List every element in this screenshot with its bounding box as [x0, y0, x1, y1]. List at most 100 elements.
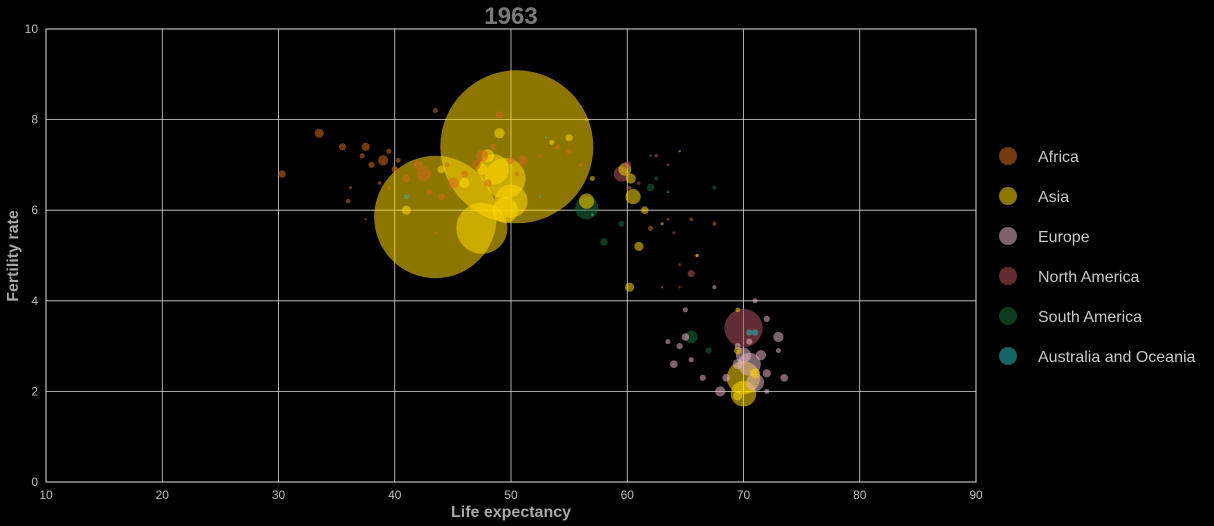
data-point-europe — [681, 333, 690, 341]
data-point-asia — [734, 347, 742, 355]
chart-title: 1963 — [484, 3, 537, 30]
legend-item: South America — [999, 307, 1142, 326]
data-point-africa — [660, 286, 664, 289]
y-tick-label: 8 — [31, 113, 38, 127]
data-point-north-america — [724, 308, 763, 348]
data-point-europe — [734, 343, 741, 350]
data-point-south-america — [712, 185, 717, 190]
data-point-africa — [434, 231, 437, 235]
data-point-north-america — [687, 270, 695, 278]
data-point-asia — [678, 150, 681, 153]
data-point-asia — [492, 197, 518, 223]
data-point-africa — [507, 156, 515, 164]
data-point-africa — [475, 149, 488, 162]
legend-item: Asia — [999, 187, 1069, 206]
legend-label: Asia — [1038, 189, 1069, 206]
data-point-africa — [689, 217, 693, 222]
data-point-africa — [359, 153, 365, 159]
data-point-europe — [682, 307, 688, 313]
data-point-europe — [773, 331, 784, 343]
x-tick-label: 90 — [969, 488, 983, 502]
data-point-south-america — [684, 330, 698, 344]
data-point-africa — [314, 128, 324, 138]
plot-area — [45, 28, 977, 483]
data-point-africa — [432, 108, 438, 113]
data-point-asia — [640, 206, 649, 214]
data-point-africa — [391, 166, 399, 173]
data-point-africa — [495, 111, 504, 119]
data-point-europe — [715, 386, 726, 397]
data-point-asia — [437, 165, 446, 174]
data-point-africa — [678, 286, 681, 289]
data-point-europe — [712, 285, 717, 290]
data-point-australia-and-oceania — [538, 195, 542, 198]
data-point-africa — [666, 218, 670, 221]
legend-label: Africa — [1038, 149, 1079, 166]
data-point-africa — [413, 160, 423, 170]
data-point-africa — [437, 193, 445, 201]
data-point-africa — [410, 208, 414, 212]
data-point-africa — [377, 181, 382, 185]
x-axis-ticks: 10 20 30 40 50 60 70 80 90 — [39, 488, 983, 502]
data-point-africa — [678, 263, 681, 266]
data-point-africa — [387, 186, 391, 190]
legend: Africa Asia Europe North America South Ameri… — [999, 147, 1196, 366]
data-point-africa — [444, 162, 450, 168]
data-point-australia-and-oceania — [544, 136, 548, 139]
data-point-africa — [278, 170, 286, 178]
bubbles — [278, 70, 788, 407]
data-point-africa — [378, 155, 389, 166]
data-point-africa — [712, 221, 717, 226]
data-point-asia — [625, 189, 641, 205]
data-point-europe — [670, 360, 678, 369]
data-point-south-america — [646, 183, 655, 192]
legend-swatch — [999, 227, 1017, 245]
data-point-north-america — [654, 154, 659, 158]
data-point-africa — [555, 144, 560, 150]
data-point-africa — [416, 166, 431, 182]
data-point-africa — [368, 161, 375, 168]
data-point-asia — [735, 307, 740, 313]
data-point-europe — [762, 369, 771, 378]
data-point-africa — [627, 185, 632, 190]
legend-item: Europe — [999, 227, 1090, 246]
legend-item: Africa — [999, 147, 1079, 166]
data-point-africa — [648, 225, 653, 231]
data-point-europe — [676, 343, 683, 350]
data-point-europe — [764, 388, 770, 394]
x-tick-label: 10 — [39, 488, 53, 502]
x-tick-label: 40 — [388, 488, 402, 502]
data-point-africa — [471, 160, 481, 170]
legend-swatch — [999, 307, 1017, 325]
y-tick-label: 0 — [31, 475, 38, 489]
legend-item: North America — [999, 267, 1139, 286]
data-point-asia — [625, 173, 636, 184]
bubble-group — [278, 70, 788, 407]
x-tick-label: 50 — [504, 488, 518, 502]
data-point-africa — [338, 143, 346, 151]
legend-swatch — [999, 347, 1017, 365]
data-point-europe — [763, 315, 770, 322]
data-point-asia — [585, 118, 589, 122]
data-point-europe — [755, 350, 767, 361]
data-point-asia — [589, 176, 595, 181]
y-axis-ticks: 0 2 4 6 8 10 — [25, 22, 39, 489]
legend-label: South America — [1038, 309, 1142, 326]
data-point-asia — [695, 254, 699, 257]
data-point-australia-and-oceania — [666, 190, 670, 194]
data-point-africa — [447, 177, 459, 189]
data-point-africa — [484, 179, 492, 187]
y-tick-label: 2 — [31, 384, 38, 398]
data-point-europe — [699, 374, 706, 381]
data-point-asia — [459, 177, 470, 189]
data-point-north-america — [666, 163, 670, 167]
data-point-asia — [579, 193, 595, 209]
data-point-north-america — [672, 231, 676, 235]
y-tick-label: 4 — [31, 294, 38, 308]
data-point-europe — [688, 357, 694, 363]
data-point-europe — [746, 373, 764, 392]
data-point-europe — [722, 374, 730, 382]
legend-label: North America — [1038, 269, 1139, 286]
data-point-south-america — [654, 176, 659, 181]
data-point-asia — [401, 205, 411, 215]
